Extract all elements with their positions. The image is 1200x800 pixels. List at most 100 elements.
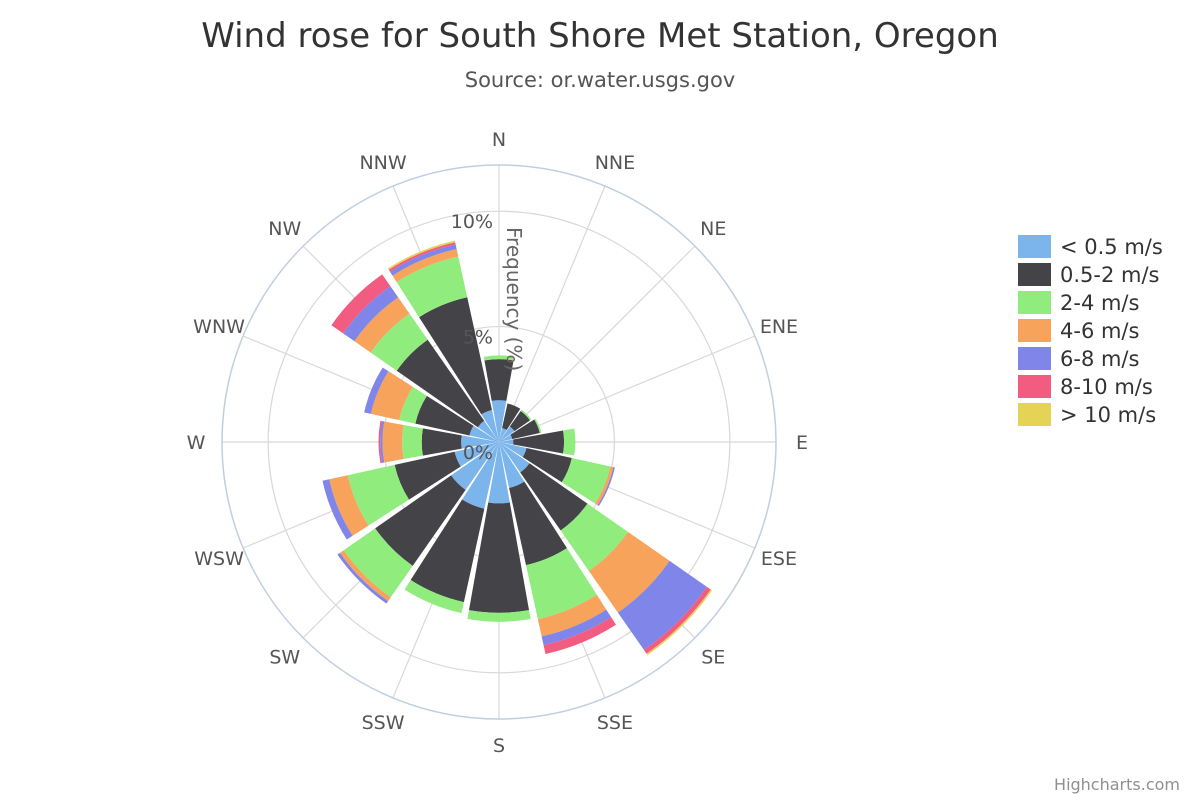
bar-SE-series-3[interactable] xyxy=(588,531,670,613)
bar-SSW-series-1[interactable] xyxy=(410,499,485,603)
direction-label-SSE: SSE xyxy=(597,712,633,734)
bar-SW-series-1[interactable] xyxy=(375,475,466,566)
legend-swatch-1[interactable] xyxy=(1018,263,1051,286)
bar-ENE-series-1[interactable] xyxy=(510,419,540,440)
bar-NW-series-2[interactable] xyxy=(370,313,428,371)
bar-ENE-series-2[interactable] xyxy=(534,418,542,434)
credits-link[interactable]: Highcharts.com xyxy=(1054,775,1180,794)
bar-S-series-0[interactable] xyxy=(488,442,510,504)
legend-swatch-2[interactable] xyxy=(1018,291,1051,314)
legend-item-5[interactable]: 8-10 m/s xyxy=(1060,375,1153,399)
bar-SSE-series-3[interactable] xyxy=(537,594,607,637)
bar-NNW-series-4[interactable] xyxy=(389,244,457,276)
legend-item-0[interactable]: < 0.5 m/s xyxy=(1060,235,1163,259)
bar-WSW-series-0[interactable] xyxy=(454,442,499,467)
chart-title: Wind rose for South Shore Met Station, O… xyxy=(201,16,999,56)
bar-NNW-series-3[interactable] xyxy=(392,249,459,282)
tick-label-1: 5% xyxy=(463,327,493,349)
bar-NE-series-0[interactable] xyxy=(499,426,515,442)
bar-SE-series-2[interactable] xyxy=(560,503,628,571)
bar-SSE-series-0[interactable] xyxy=(499,442,525,488)
bar-WNW-series-4[interactable] xyxy=(364,367,389,414)
bar-W-series-4[interactable] xyxy=(380,421,385,463)
bar-SE-series-0[interactable] xyxy=(499,442,530,473)
direction-label-N: N xyxy=(492,129,506,151)
bar-NE-series-1[interactable] xyxy=(509,410,531,432)
bar-S-series-2[interactable] xyxy=(467,610,531,622)
legend-item-4[interactable]: 6-8 m/s xyxy=(1060,347,1139,371)
bar-NW-series-0[interactable] xyxy=(477,420,499,442)
bar-NW-series-5[interactable] xyxy=(331,274,391,334)
bar-W-series-2[interactable] xyxy=(402,424,423,460)
bar-NNW-series-1[interactable] xyxy=(419,297,492,415)
legend-item-6[interactable]: > 10 m/s xyxy=(1060,403,1156,427)
y-axis-title: Frequency (%) xyxy=(502,227,526,371)
direction-label-SSW: SSW xyxy=(362,712,405,734)
bar-SSE-series-5[interactable] xyxy=(543,617,616,654)
bar-WSW-series-1[interactable] xyxy=(394,451,461,500)
tick-label-2: 10% xyxy=(451,211,493,233)
bar-WNW-series-0[interactable] xyxy=(469,425,499,442)
bar-ESE-series-3[interactable] xyxy=(595,466,614,506)
bar-W-series-1[interactable] xyxy=(421,428,462,456)
bar-WSW-series-4[interactable] xyxy=(322,479,353,540)
bar-NE-series-2[interactable] xyxy=(520,409,532,421)
bar-NNW-series-2[interactable] xyxy=(396,256,468,318)
legend-item-3[interactable]: 4-6 m/s xyxy=(1060,319,1139,343)
bar-ESE-series-0[interactable] xyxy=(499,442,527,458)
bar-E-series-2[interactable] xyxy=(563,428,576,456)
bar-SW-series-4[interactable] xyxy=(337,552,389,604)
bar-SW-series-2[interactable] xyxy=(343,528,413,598)
bar-WSW-series-2[interactable] xyxy=(347,464,409,526)
bar-SE-series-5[interactable] xyxy=(643,586,711,654)
bar-S-series-1[interactable] xyxy=(468,502,530,613)
bar-W-series-0[interactable] xyxy=(461,435,499,449)
legend-item-2[interactable]: 2-4 m/s xyxy=(1060,291,1139,315)
bar-ESE-series-4[interactable] xyxy=(597,467,615,506)
legend-item-1[interactable]: 0.5-2 m/s xyxy=(1060,263,1159,287)
bar-SSE-series-1[interactable] xyxy=(509,481,567,566)
bar-E-series-0[interactable] xyxy=(499,439,514,445)
bar-NNE-series-1[interactable] xyxy=(502,403,521,430)
legend-swatch-4[interactable] xyxy=(1018,347,1051,370)
bar-WNW-series-2[interactable] xyxy=(399,386,427,424)
direction-label-WSW: WSW xyxy=(194,548,244,570)
bar-N-series-1[interactable] xyxy=(484,359,514,401)
bar-ESE-series-2[interactable] xyxy=(561,457,611,504)
bar-E-series-1[interactable] xyxy=(513,430,565,454)
direction-label-WNW: WNW xyxy=(193,316,245,338)
bar-W-series-5[interactable] xyxy=(378,420,382,464)
bar-NNW-series-5[interactable] xyxy=(388,242,456,272)
direction-label-W: W xyxy=(187,432,206,454)
bar-W-series-3[interactable] xyxy=(382,421,404,463)
bar-SSE-series-4[interactable] xyxy=(541,609,612,646)
bar-WNW-series-3[interactable] xyxy=(370,371,413,421)
legend-swatch-6[interactable] xyxy=(1018,403,1051,426)
bar-NNW-series-0[interactable] xyxy=(481,409,499,442)
bar-SSE-series-2[interactable] xyxy=(526,548,597,620)
bar-N-series-2[interactable] xyxy=(483,355,515,361)
bar-SE-series-4[interactable] xyxy=(617,560,707,650)
bar-WNW-series-1[interactable] xyxy=(415,395,474,436)
direction-label-SW: SW xyxy=(269,646,300,668)
bar-SW-series-3[interactable] xyxy=(339,550,391,602)
legend-swatch-0[interactable] xyxy=(1018,235,1051,258)
stacked-bars xyxy=(322,240,713,656)
bar-ENE-series-0[interactable] xyxy=(499,434,513,442)
bar-SSW-series-0[interactable] xyxy=(462,442,499,509)
bar-SE-series-1[interactable] xyxy=(520,463,588,531)
bar-NNE-series-0[interactable] xyxy=(499,428,507,442)
bar-SSW-series-2[interactable] xyxy=(404,580,464,614)
bar-NNW-series-6[interactable] xyxy=(387,240,456,270)
legend-swatch-5[interactable] xyxy=(1018,375,1051,398)
bar-NW-series-3[interactable] xyxy=(354,297,410,353)
bar-N-series-0[interactable] xyxy=(491,400,507,442)
bar-NW-series-1[interactable] xyxy=(396,339,485,428)
bar-NW-series-4[interactable] xyxy=(343,286,399,342)
legend-swatch-3[interactable] xyxy=(1018,319,1051,342)
bar-SW-series-0[interactable] xyxy=(451,442,499,490)
direction-label-NNE: NNE xyxy=(595,152,635,174)
bar-ESE-series-1[interactable] xyxy=(522,448,572,483)
bar-WSW-series-3[interactable] xyxy=(329,475,369,536)
